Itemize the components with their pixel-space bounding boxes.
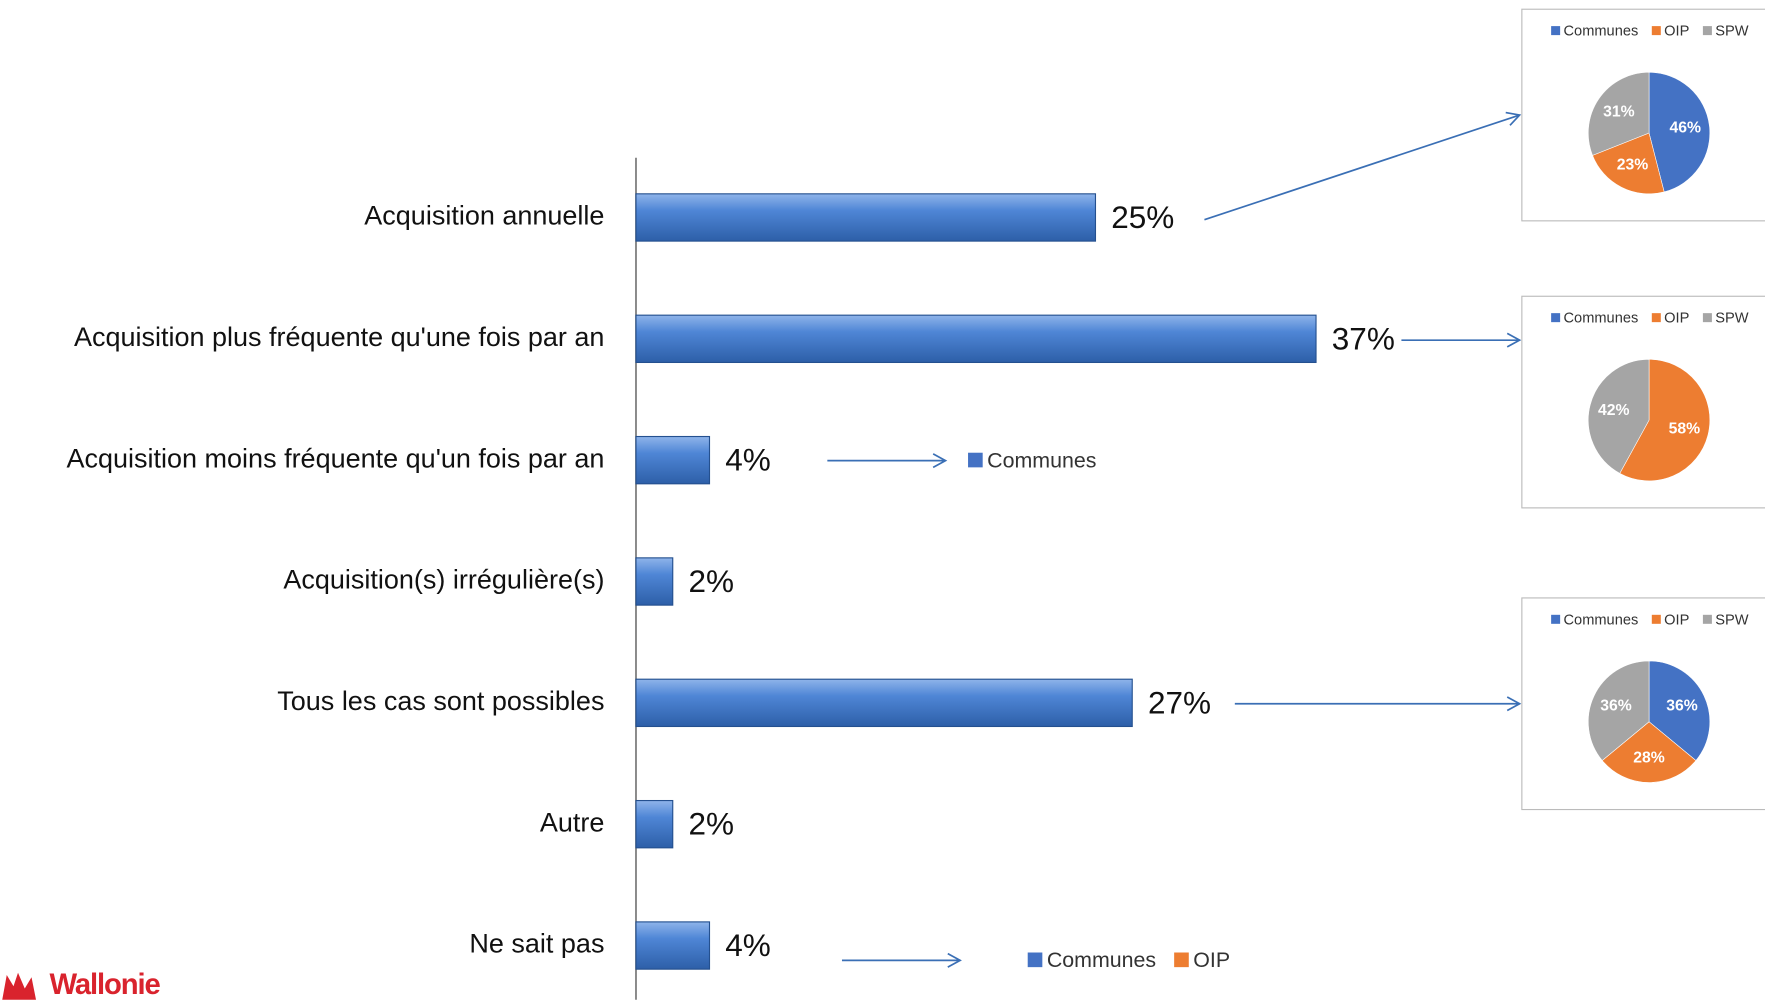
pie-label: 46%: [1669, 120, 1701, 137]
category-label: Tous les cas sont possibles: [277, 686, 604, 716]
value-label: 4%: [725, 442, 771, 478]
pie-label: 36%: [1666, 697, 1698, 714]
legend-label: OIP: [1193, 948, 1230, 972]
value-label: 2%: [689, 806, 735, 842]
legend-swatch: [1651, 614, 1661, 624]
pie-slice: [1619, 359, 1711, 482]
legend-label: OIP: [1664, 24, 1689, 40]
value-label: 37%: [1332, 320, 1395, 356]
logo-icon: [2, 972, 37, 1000]
legend-label: Communes: [1564, 612, 1639, 628]
pie-slice: [1588, 71, 1650, 156]
legend-swatch: [1551, 614, 1561, 624]
pie-label: 42%: [1598, 402, 1630, 419]
value-label: 25%: [1111, 199, 1174, 235]
arrows: [827, 111, 1522, 968]
pie-label: 28%: [1633, 749, 1665, 766]
legend-swatch: [1702, 26, 1712, 36]
category-label: Ne sait pas: [469, 929, 604, 959]
category-label: Acquisition(s) irrégulière(s): [283, 565, 604, 595]
pie-slice: [1588, 359, 1650, 474]
bar: [635, 193, 1097, 242]
legend-label: OIP: [1664, 612, 1689, 628]
legend-swatch: [1027, 952, 1043, 968]
legend-swatch: [1702, 313, 1712, 323]
pie-label: 23%: [1617, 157, 1649, 174]
legend-swatch: [968, 452, 983, 468]
legend-label: SPW: [1715, 311, 1749, 327]
legend-label: Communes: [1564, 24, 1639, 40]
pie-label: 58%: [1669, 420, 1701, 437]
legend-swatch: [1651, 313, 1661, 323]
pie-slice: [1592, 132, 1665, 195]
value-label: 27%: [1148, 684, 1211, 720]
value-label: 4%: [725, 927, 771, 963]
pie-slice: [1648, 71, 1711, 193]
bar: [635, 799, 674, 849]
arrow: [1204, 111, 1522, 221]
value-label: 2%: [689, 563, 735, 599]
legend-swatch: [1702, 614, 1712, 624]
pie-label: 36%: [1600, 697, 1632, 714]
legend-label: Communes: [1047, 948, 1156, 972]
category-label: Autre: [540, 807, 605, 837]
bar: [635, 678, 1133, 728]
bar: [635, 435, 711, 485]
legend-swatch: [1551, 313, 1561, 323]
legend-label: OIP: [1664, 311, 1689, 327]
legend-swatch: [1551, 26, 1561, 36]
legend-swatch: [1174, 952, 1189, 968]
pie-slice: [1601, 721, 1697, 783]
pie-slice: [1648, 660, 1711, 761]
category-label: Acquisition annuelle: [364, 201, 604, 231]
legend-label: SPW: [1715, 612, 1749, 628]
legend-label: Communes: [1564, 311, 1639, 327]
category-label: Acquisition moins fréquente qu'un fois p…: [66, 443, 604, 473]
bar: [635, 557, 674, 606]
category-label: Acquisition plus fréquente qu'une fois p…: [74, 322, 605, 352]
bar: [635, 314, 1317, 364]
pie-slice: [1588, 660, 1650, 761]
legend-label: SPW: [1715, 24, 1749, 40]
pie-label: 31%: [1603, 104, 1635, 121]
legend-swatch: [1651, 26, 1661, 36]
bar: [635, 921, 711, 970]
legend-label: Communes: [987, 448, 1096, 472]
logo: Wallonie: [2, 969, 162, 1000]
logo-text: Wallonie: [50, 969, 161, 1000]
